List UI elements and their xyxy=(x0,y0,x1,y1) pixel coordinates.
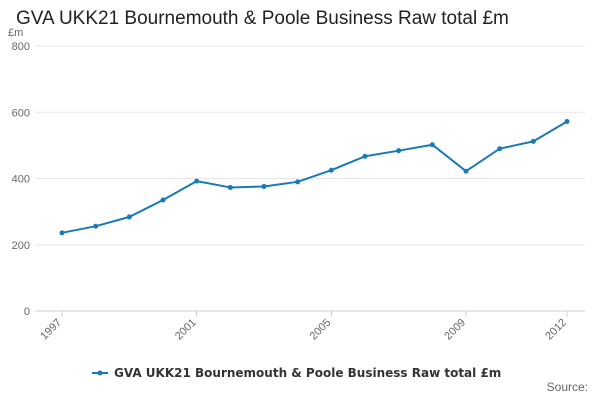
data-point[interactable] xyxy=(497,146,503,152)
y-tick-label: 0 xyxy=(24,306,30,318)
x-tick-label: 2009 xyxy=(442,317,468,343)
y-axis: 0 200 400 600 800 £m xyxy=(8,27,30,318)
data-point[interactable] xyxy=(194,178,200,184)
source-label: Source: xyxy=(546,380,588,394)
y-tick-label: 400 xyxy=(12,174,30,186)
data-point[interactable] xyxy=(328,167,334,173)
data-point[interactable] xyxy=(160,197,166,203)
data-point[interactable] xyxy=(396,148,402,154)
y-tick-label: 800 xyxy=(12,41,30,53)
x-tick-label: 1997 xyxy=(38,317,64,343)
legend[interactable]: GVA UKK21 Bournemouth & Poole Business R… xyxy=(92,366,501,380)
data-point[interactable] xyxy=(463,168,469,174)
gridlines xyxy=(36,45,585,312)
series-group xyxy=(59,119,570,236)
series-line xyxy=(61,120,568,234)
y-tick-label: 200 xyxy=(12,240,30,252)
data-point[interactable] xyxy=(530,138,536,144)
data-point[interactable] xyxy=(295,179,301,185)
legend-entry-label: GVA UKK21 Bournemouth & Poole Business R… xyxy=(114,366,501,380)
x-axis: 1997 2001 2005 2009 2012 xyxy=(38,311,569,342)
data-point[interactable] xyxy=(564,119,570,125)
y-unit-label: £m xyxy=(8,27,23,39)
data-point[interactable] xyxy=(227,184,233,190)
legend-swatch-marker xyxy=(97,370,103,376)
y-tick-label: 600 xyxy=(12,107,30,119)
data-point[interactable] xyxy=(261,183,267,189)
x-tick-label: 2001 xyxy=(173,317,199,343)
x-tick-label: 2012 xyxy=(543,317,569,343)
data-point[interactable] xyxy=(126,214,132,220)
data-point[interactable] xyxy=(93,223,99,229)
x-tick-label: 2005 xyxy=(308,317,334,343)
data-point[interactable] xyxy=(362,153,368,159)
data-point[interactable] xyxy=(59,230,65,236)
chart-title: GVA UKK21 Bournemouth & Poole Business R… xyxy=(16,8,509,29)
data-point[interactable] xyxy=(429,142,435,148)
